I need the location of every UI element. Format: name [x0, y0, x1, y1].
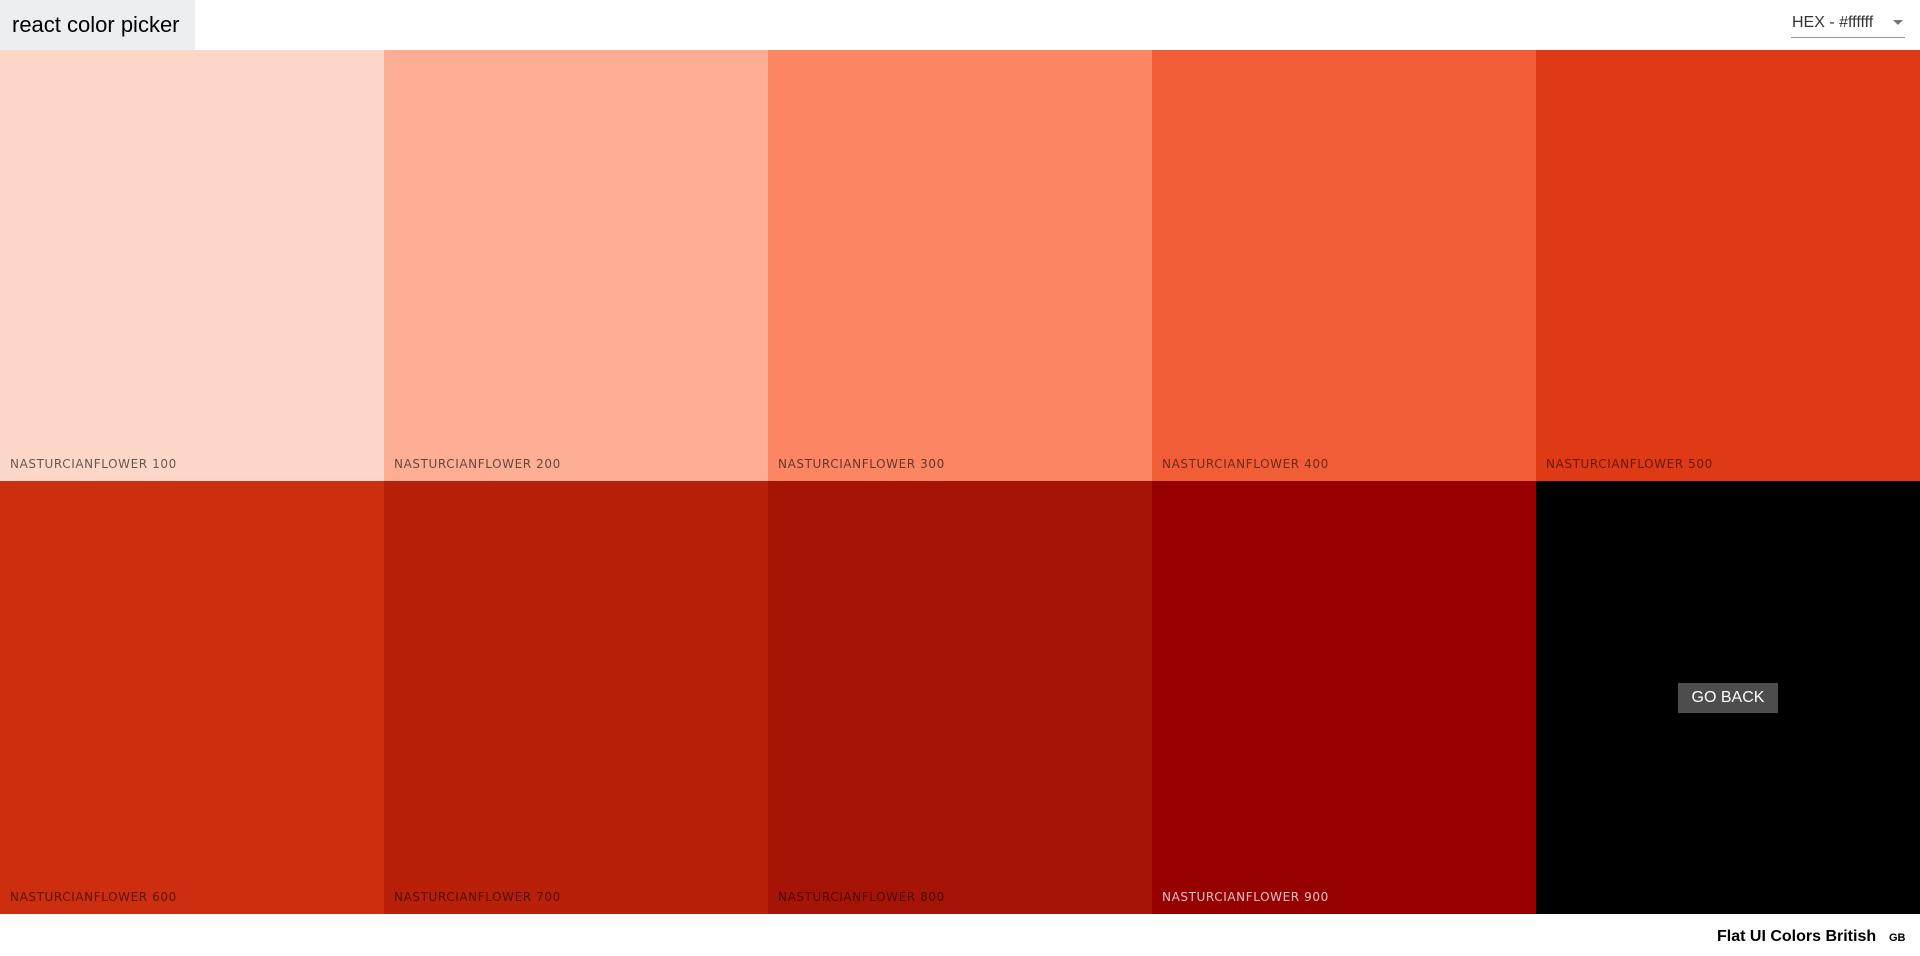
palette-name: Flat UI Colors British	[1717, 928, 1877, 945]
color-box[interactable]: NASTURCIANFLOWER 400	[1152, 50, 1536, 481]
color-name: NASTURCIANFLOWER 400	[1162, 457, 1329, 471]
go-back-button[interactable]: GO BACK	[1678, 682, 1778, 713]
color-name: NASTURCIANFLOWER 700	[394, 890, 561, 904]
color-name: NASTURCIANFLOWER 300	[778, 457, 945, 471]
app-logo[interactable]: react color picker	[0, 0, 195, 50]
color-box[interactable]: NASTURCIANFLOWER 300	[768, 50, 1152, 481]
color-format-select[interactable]: HEX - #ffffff	[1791, 9, 1905, 38]
color-name: NASTURCIANFLOWER 100	[10, 457, 177, 471]
go-back-box: GO BACK	[1536, 481, 1920, 914]
palette-emoji: GB	[1889, 932, 1906, 944]
color-name: NASTURCIANFLOWER 800	[778, 890, 945, 904]
color-box[interactable]: NASTURCIANFLOWER 900	[1152, 481, 1536, 914]
color-name: NASTURCIANFLOWER 500	[1546, 457, 1713, 471]
shade-palette: NASTURCIANFLOWER 100 NASTURCIANFLOWER 20…	[0, 50, 1920, 914]
color-box[interactable]: NASTURCIANFLOWER 800	[768, 481, 1152, 914]
color-name: NASTURCIANFLOWER 200	[394, 457, 561, 471]
navbar: react color picker HEX - #ffffff	[0, 0, 1920, 50]
color-format-value: HEX - #ffffff	[1792, 14, 1874, 31]
color-name: NASTURCIANFLOWER 900	[1162, 890, 1329, 904]
color-box[interactable]: NASTURCIANFLOWER 500	[1536, 50, 1920, 481]
color-box[interactable]: NASTURCIANFLOWER 100	[0, 50, 384, 481]
color-box[interactable]: NASTURCIANFLOWER 700	[384, 481, 768, 914]
color-box[interactable]: NASTURCIANFLOWER 600	[0, 481, 384, 914]
palette-footer: Flat UI Colors British GB	[0, 914, 1920, 956]
dropdown-arrow-icon	[1893, 20, 1903, 25]
color-name: NASTURCIANFLOWER 600	[10, 890, 177, 904]
color-box[interactable]: NASTURCIANFLOWER 200	[384, 50, 768, 481]
